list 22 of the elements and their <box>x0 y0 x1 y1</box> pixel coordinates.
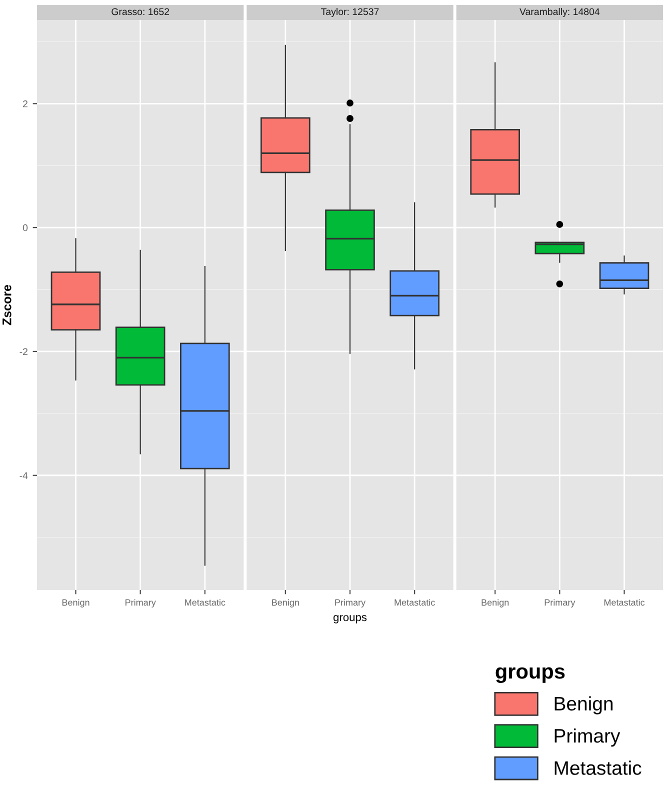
x-tick-label: Benign <box>62 599 90 608</box>
x-tick-label: Metastatic <box>604 599 645 606</box>
x-tick-label: Primary <box>335 599 366 608</box>
y-axis-title: Zscore <box>2 284 12 326</box>
y-tick-label: 2 <box>23 100 28 108</box>
chart-title: Grasso: 1652 <box>112 8 170 16</box>
x-axis-title: groups <box>333 615 367 624</box>
x-tick-label: Primary <box>126 599 156 608</box>
legend-label: Benign <box>554 696 613 714</box>
x-tick-label: Metastatic <box>394 599 435 606</box>
y-tick-label: -4 <box>20 472 28 479</box>
x-tick-label: Benign <box>482 599 509 608</box>
legend-label: Metastatic <box>554 760 642 775</box>
y-tick-label: -2 <box>20 348 28 355</box>
x-tick-label: Primary <box>544 599 576 608</box>
y-tick-label: 0 <box>22 224 28 232</box>
x-tick-label: Metastatic <box>185 599 226 606</box>
chart-title: Taylor: 12537 <box>321 8 379 18</box>
legend-label: Primary <box>554 728 620 747</box>
x-tick-label: Benign <box>272 599 299 608</box>
chart-title: Varambally: 14804 <box>520 8 600 18</box>
legend-title: groups <box>496 667 565 683</box>
